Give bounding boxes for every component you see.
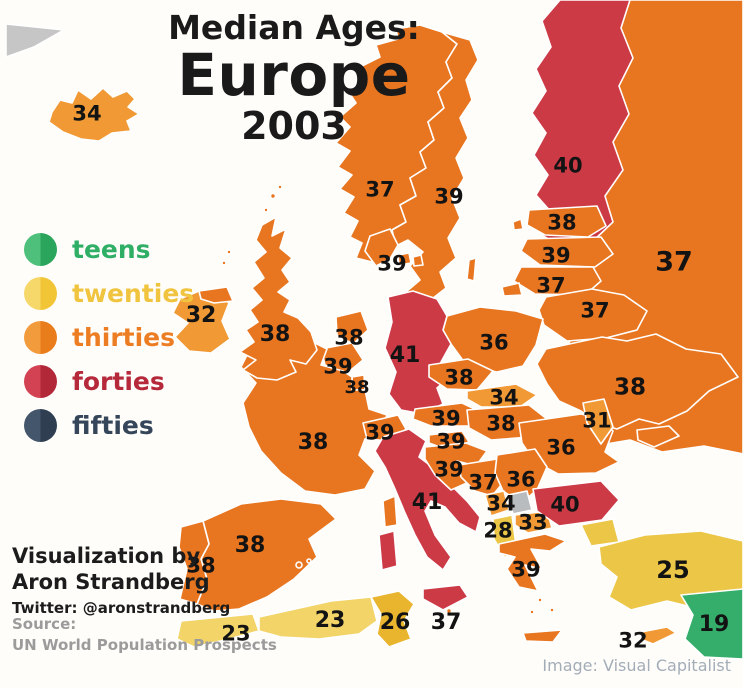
title-year: 2003 [241, 104, 347, 149]
country-greece [498, 533, 567, 592]
island-aegean-3 [529, 609, 535, 615]
legend-item-forties: forties [24, 365, 194, 398]
country-syria [680, 588, 743, 660]
country-belgium [320, 342, 364, 375]
island-corsica [382, 495, 398, 528]
island-balearic-1 [295, 561, 303, 569]
title-kicker: Median Ages: [168, 8, 420, 47]
island-balearic-2 [306, 558, 312, 564]
country-luxembourg [351, 374, 366, 391]
country-estonia [526, 205, 607, 238]
country-moldova [582, 398, 614, 445]
island-zealand [397, 252, 412, 266]
attribution-twitter: Twitter: @aronstrandberg [12, 598, 231, 617]
attribution-line2: Aron Strandberg [12, 570, 210, 595]
island-saaremaa [512, 218, 524, 231]
legend-item-teens: teens [24, 233, 194, 266]
island-malta [445, 607, 453, 615]
island-crete [522, 629, 563, 643]
region-kosovo [507, 490, 533, 515]
twenties-swatch-icon [24, 277, 57, 310]
source-label: Source: [12, 615, 77, 633]
title-block: Median Ages: Europe 2003 [110, 8, 478, 149]
island-aegean-1 [537, 597, 543, 603]
legend-item-thirties: thirties [24, 321, 194, 354]
island-shetland-2 [277, 184, 283, 190]
attribution-line1: Visualization by [12, 544, 201, 568]
country-tunisia [370, 590, 415, 648]
island-aegean-2 [549, 607, 555, 613]
country-turkey [598, 530, 743, 611]
legend-item-twenties: twenties [24, 277, 194, 310]
island-funen [412, 254, 424, 267]
forties-swatch-icon [24, 365, 57, 398]
legend-label-teens: teens [72, 235, 151, 264]
island-orkney [263, 207, 269, 213]
legend-label-thirties: thirties [72, 323, 176, 352]
country-germany [384, 290, 452, 415]
country-latvia [520, 236, 614, 268]
region-crimea [636, 425, 680, 448]
country-greenland [5, 23, 65, 58]
legend-label-forties: forties [72, 367, 165, 396]
legend-label-fifties: fifties [72, 411, 154, 440]
thirties-swatch-icon [24, 321, 57, 354]
region-northern-ireland [198, 286, 234, 304]
country-morocco [176, 613, 260, 648]
region-kaliningrad [501, 282, 523, 297]
source-block: Source: UN World Population Prospects [12, 614, 277, 656]
legend: teens twenties thirties forties fifties [24, 233, 194, 453]
island-sicily [422, 584, 469, 611]
island-gotland [466, 257, 477, 282]
country-bulgaria [532, 480, 620, 527]
island-sardinia [378, 530, 398, 571]
page-title: Europe [177, 41, 411, 110]
source-name: UN World Population Prospects [12, 636, 277, 654]
region-european-turkey [580, 518, 620, 547]
country-belarus [538, 288, 648, 342]
country-portugal [178, 520, 210, 605]
country-united-kingdom [239, 216, 318, 381]
legend-item-fifties: fifties [24, 409, 194, 442]
country-montenegro [484, 490, 510, 517]
island-hebrides-1 [226, 249, 232, 255]
country-denmark [364, 228, 399, 267]
country-sweden [391, 31, 479, 307]
attribution-block: Visualization by Aron Strandberg Twitter… [12, 543, 230, 617]
country-algeria [258, 596, 378, 640]
country-netherlands [335, 310, 369, 345]
island-shetland-1 [269, 192, 277, 200]
country-cyprus [640, 626, 677, 645]
fifties-swatch-icon [24, 409, 57, 442]
image-credit: Image: Visual Capitalist [542, 656, 731, 675]
country-iceland [48, 87, 140, 142]
island-hebrides-2 [221, 260, 227, 266]
legend-label-twenties: twenties [72, 279, 195, 308]
teens-swatch-icon [24, 233, 57, 266]
